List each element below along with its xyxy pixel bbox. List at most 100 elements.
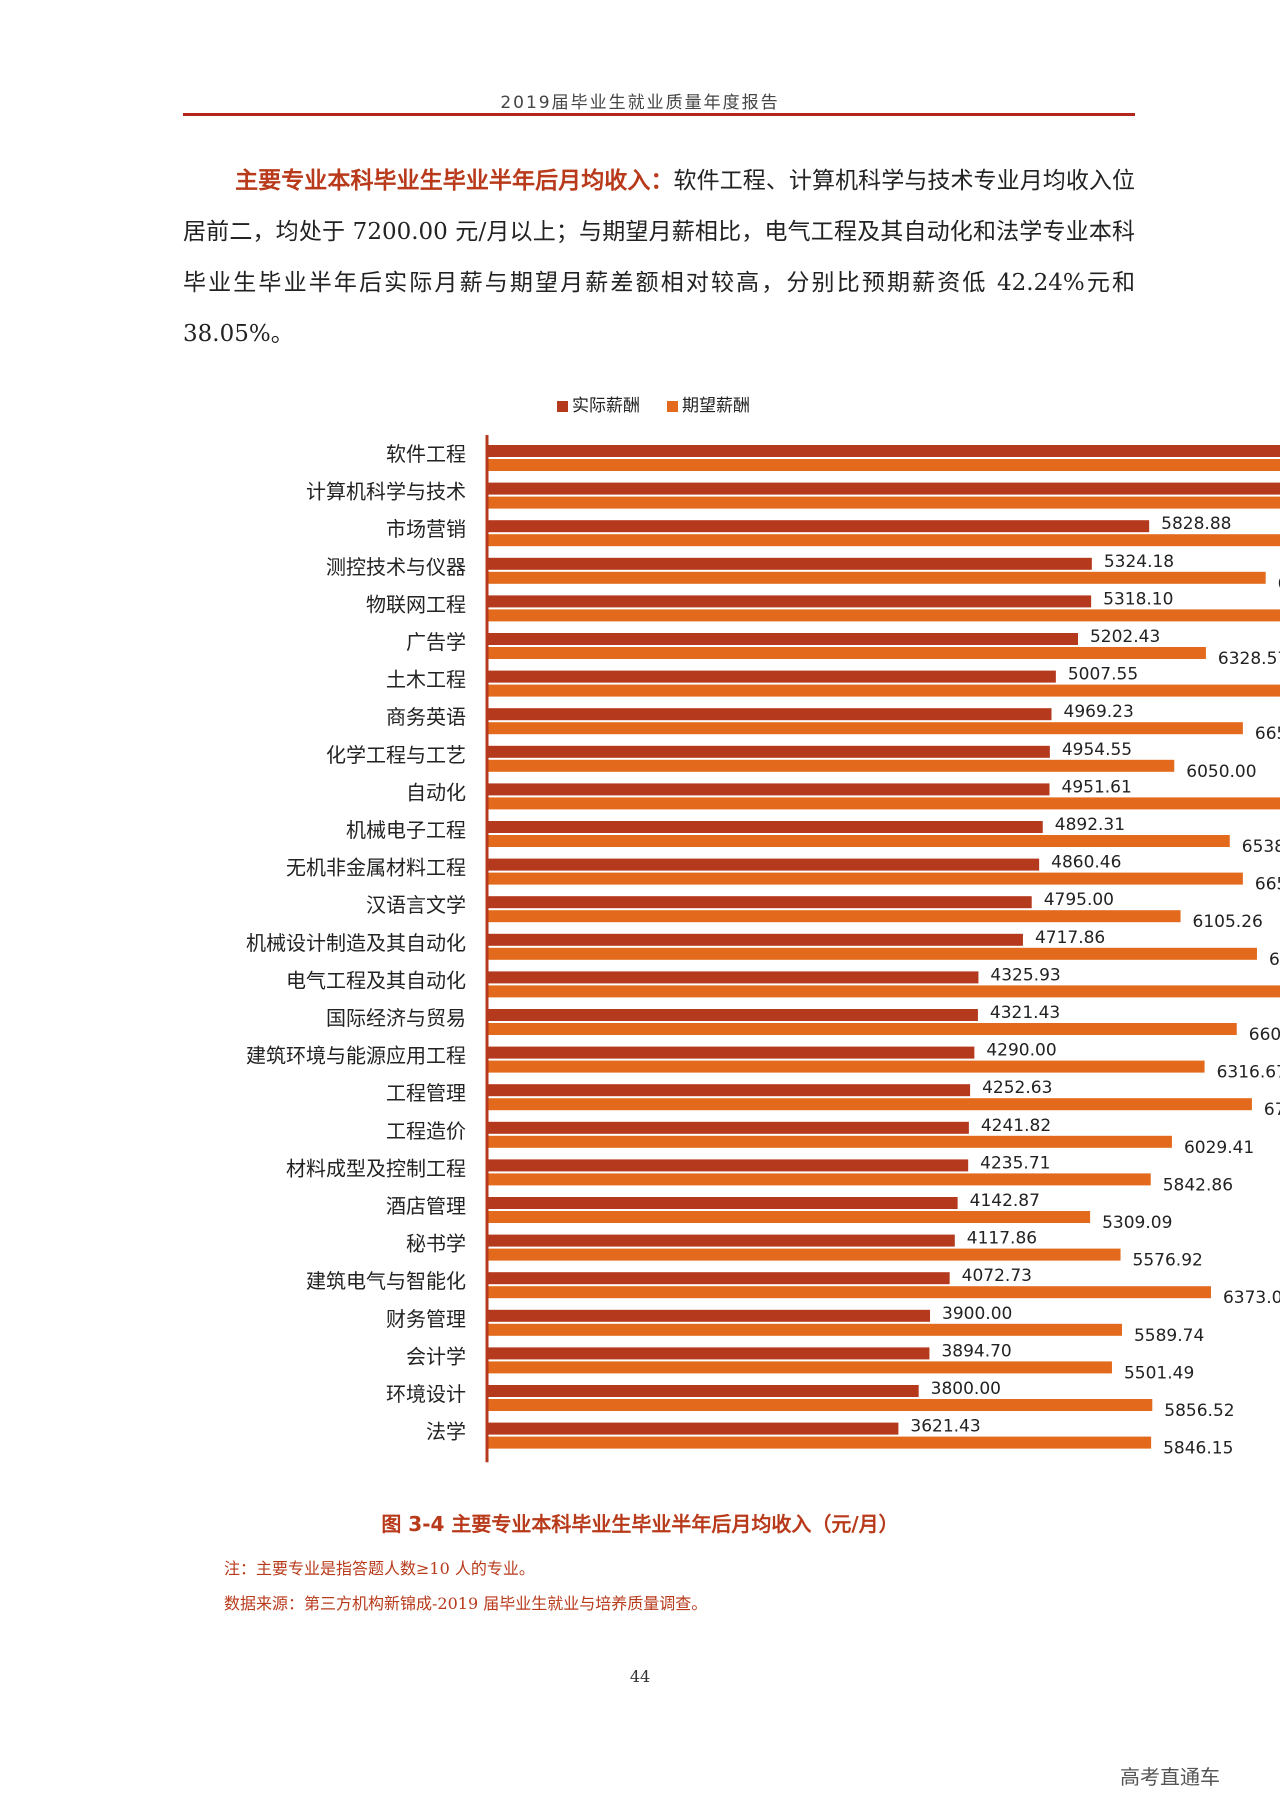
bar-expected [487,797,1280,810]
value-label-actual: 5318.10 [1103,589,1173,609]
intro-paragraph: 主要专业本科毕业生毕业半年后月均收入：软件工程、计算机科学与技术专业月均收入位居… [183,156,1135,360]
value-label-actual: 5828.88 [1161,514,1231,534]
value-label-expected: 5846.15 [1163,1439,1233,1459]
bar-expected [487,1135,1172,1148]
category-label: 计算机科学与技术 [306,480,466,504]
category-label: 物联网工程 [366,592,466,616]
value-label-expected: 6653.85 [1255,875,1280,895]
legend-swatch-2 [667,401,678,412]
bar-actual [487,896,1032,909]
bar-actual [487,933,1023,946]
value-label-expected: 6328.57 [1218,649,1280,669]
value-label-actual: 4241.82 [981,1116,1051,1136]
bar-actual [487,633,1078,645]
category-label: 机械电子工程 [346,818,466,842]
category-label: 法学 [426,1420,466,1444]
value-label-actual: 3621.43 [910,1417,980,1437]
bar-actual [487,557,1092,570]
bar-expected [487,872,1243,885]
legend-swatch-1 [557,401,568,412]
bar-expected [487,985,1280,998]
category-label: 会计学 [406,1344,466,1368]
bar-actual [487,1347,930,1360]
value-label-expected: 6653.85 [1255,724,1280,744]
bar-expected [487,835,1230,847]
category-label: 无机非金属材料工程 [286,856,466,880]
bar-expected [487,947,1257,960]
bar-expected [487,1098,1252,1111]
bar-expected [487,1023,1237,1035]
value-label-expected: 6316.67 [1217,1063,1280,1083]
intro-body: 软件工程、计算机科学与技术专业月均收入位居前二，均处于 7200.00 元/月以… [183,168,1136,347]
bar-actual [487,745,1050,758]
value-label-expected: 6538.46 [1242,837,1280,857]
figure-caption: 图 3-4 主要专业本科毕业生毕业半年后月均收入（元/月） [381,1512,899,1536]
bar-actual [487,1197,958,1209]
data-source: 数据来源：第三方机构新锦成-2019 届毕业生就业与培养质量调查。 [224,1594,708,1613]
bar-actual [487,1121,969,1134]
value-label-actual: 5007.55 [1068,665,1138,685]
bar-expected [487,496,1280,509]
bar-actual [487,1234,955,1247]
value-label-actual: 3894.70 [941,1341,1011,1361]
bar-actual [487,858,1040,871]
bar-actual [487,1046,975,1059]
category-label: 软件工程 [386,442,466,466]
bar-actual [487,971,979,984]
category-label: 财务管理 [386,1307,466,1331]
bar-expected [487,1286,1211,1299]
bar-actual [487,595,1092,608]
category-label: 电气工程及其自动化 [286,968,466,992]
bar-expected [487,571,1266,584]
bar-actual [487,708,1052,721]
salary-bar-chart: 实际薪酬期望薪酬软件工程7695.008850.00计算机科学与技术7267.2… [246,396,1280,1463]
value-label-expected: 6600.00 [1249,1025,1280,1045]
bar-expected [487,684,1280,697]
bar-actual [487,1159,969,1172]
value-label-actual: 4117.86 [967,1229,1037,1249]
value-label-actual: 4795.00 [1044,890,1114,910]
bar-actual [487,1009,978,1021]
category-label: 建筑环境与能源应用工程 [246,1044,466,1068]
category-label: 工程管理 [386,1081,466,1105]
category-label: 工程造价 [386,1119,466,1143]
bar-actual [487,783,1050,796]
bar-actual [487,670,1056,683]
bar-actual [487,445,1280,457]
bar-expected [487,910,1181,923]
bar-actual [487,482,1280,495]
value-label-expected: 5309.09 [1102,1213,1172,1233]
value-label-expected: 6050.00 [1186,762,1256,782]
value-label-actual: 4717.86 [1035,928,1105,948]
category-label: 环境设计 [386,1382,466,1406]
value-label-actual: 3900.00 [942,1304,1012,1324]
value-label-expected: 5856.52 [1164,1401,1234,1421]
bar-actual [487,520,1150,533]
bar-expected [487,1211,1091,1223]
value-label-actual: 4969.23 [1064,702,1134,722]
value-label-expected: 5576.92 [1133,1251,1203,1271]
bar-expected [487,534,1280,547]
value-label-actual: 4142.87 [970,1191,1040,1211]
bar-actual [487,1309,931,1322]
category-label: 化学工程与工艺 [326,743,466,767]
value-label-actual: 4325.93 [990,965,1060,985]
category-label: 建筑电气与智能化 [306,1269,466,1293]
category-label: 秘书学 [406,1232,466,1256]
value-label-actual: 4235.71 [980,1153,1050,1173]
value-label-actual: 4321.43 [990,1003,1060,1023]
category-label: 市场营销 [386,517,466,541]
value-label-actual: 4951.61 [1062,777,1132,797]
category-label: 机械设计制造及其自动化 [246,931,466,955]
category-label: 广告学 [406,630,466,654]
category-label: 汉语言文学 [366,893,466,917]
category-label: 国际经济与贸易 [326,1006,466,1030]
category-label: 土木工程 [386,668,466,692]
bar-actual [487,1272,950,1285]
watermark: 高考直通车 [1120,1765,1220,1789]
value-label-actual: 4290.00 [986,1041,1056,1061]
bar-actual [487,1084,971,1097]
page-number: 44 [629,1667,651,1686]
value-label-actual: 4892.31 [1055,815,1125,835]
value-label-actual: 4252.63 [982,1078,1052,1098]
